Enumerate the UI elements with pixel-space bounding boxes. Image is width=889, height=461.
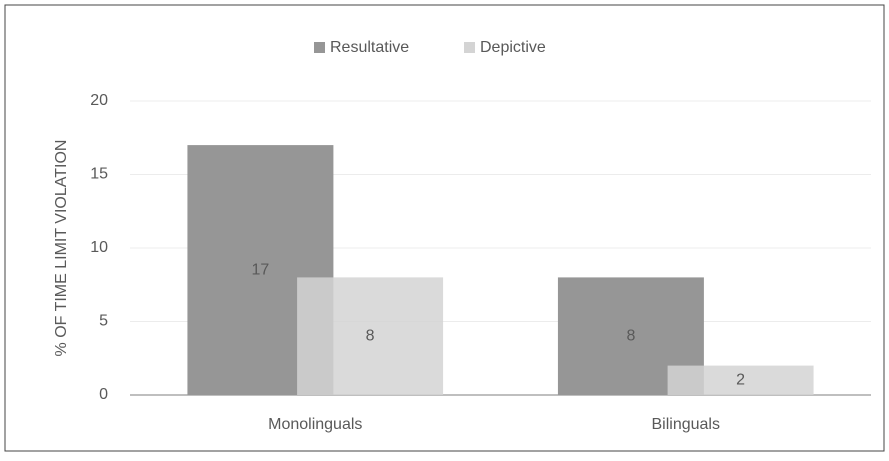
- y-tick-label: 0: [99, 386, 108, 403]
- y-tick-label: 10: [90, 239, 108, 256]
- bar: [667, 365, 814, 395]
- data-label: 2: [736, 372, 745, 389]
- legend-swatch: [464, 42, 475, 53]
- bar: [297, 277, 444, 395]
- x-tick-label: Bilinguals: [652, 416, 720, 433]
- data-label: 8: [366, 327, 375, 344]
- y-axis-title: % OF TIME LIMIT VIOLATION: [53, 140, 70, 357]
- legend-label: Depictive: [480, 39, 546, 56]
- y-tick-label: 15: [90, 166, 108, 183]
- data-label: 17: [252, 261, 270, 278]
- legend-swatch: [314, 42, 325, 53]
- data-label: 8: [626, 327, 635, 344]
- legend-label: Resultative: [330, 39, 409, 56]
- y-tick-label: 20: [90, 92, 108, 109]
- y-tick-label: 5: [99, 313, 108, 330]
- x-tick-label: Monolinguals: [268, 416, 362, 433]
